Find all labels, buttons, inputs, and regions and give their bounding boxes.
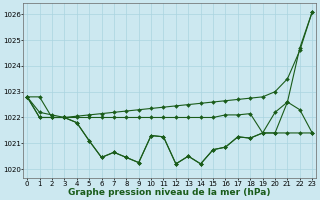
X-axis label: Graphe pression niveau de la mer (hPa): Graphe pression niveau de la mer (hPa) xyxy=(68,188,271,197)
